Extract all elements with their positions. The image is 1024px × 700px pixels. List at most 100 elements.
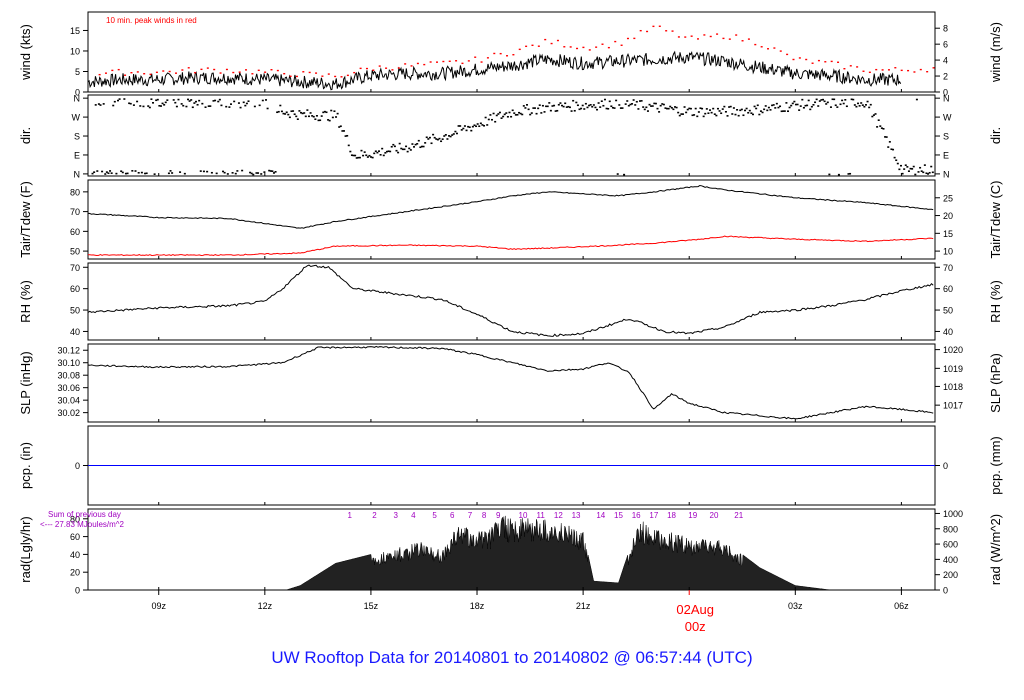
dir-point: [376, 151, 379, 154]
dir-point: [449, 135, 452, 138]
dir-point: [626, 100, 629, 102]
dir-point: [801, 98, 804, 101]
wind-peak-point: [779, 50, 782, 52]
wind-peak-point: [455, 60, 458, 62]
dir-point: [159, 105, 162, 107]
temp-right-tick-label: 25: [943, 193, 953, 203]
ylabel-right-temperature: Tair/Tdew (C): [988, 180, 1003, 258]
dir-point: [583, 108, 586, 110]
wind-peak-point: [626, 37, 629, 40]
dir-point: [511, 109, 514, 112]
dir-point: [890, 148, 893, 151]
wind-peak-point: [340, 76, 343, 78]
dir-point: [533, 107, 536, 109]
dir-point: [317, 119, 320, 122]
dir-point: [116, 99, 119, 102]
ylabel-right-rh: RH (%): [988, 280, 1003, 323]
x-tick-label: 03z: [788, 601, 803, 611]
dir-point: [755, 107, 758, 110]
dir-point: [454, 130, 457, 133]
dir-point: [879, 125, 882, 127]
dir-point: [113, 100, 116, 103]
dir-point: [333, 110, 336, 113]
wind-peak-point: [614, 40, 617, 43]
wind-peak-point: [607, 46, 610, 49]
dir-point: [346, 134, 349, 137]
dir-point: [101, 170, 104, 173]
dir-point: [381, 147, 384, 150]
dir-point: [664, 107, 667, 109]
wind-peak-point: [677, 36, 680, 38]
dir-point: [756, 104, 759, 107]
wind-left-tick-label: 15: [70, 26, 80, 36]
wind-peak-point: [633, 37, 636, 40]
dir-point: [853, 104, 856, 106]
rh-right-tick-label: 70: [943, 263, 953, 273]
dir-point: [777, 106, 780, 109]
dir-point: [834, 104, 837, 107]
wind-peak-point: [913, 71, 916, 73]
dir-right-tick-label: S: [943, 132, 949, 142]
rad-hour-marker: 4: [411, 511, 416, 520]
wind-peak-point: [805, 58, 808, 61]
dir-point: [470, 129, 473, 132]
dir-point: [250, 172, 253, 175]
wind-peak-point: [461, 62, 464, 65]
dir-point: [97, 103, 100, 105]
dir-point: [422, 145, 425, 148]
dir-point: [322, 111, 325, 114]
dir-point: [693, 114, 696, 116]
dir-point: [646, 110, 649, 112]
dir-point: [102, 103, 105, 105]
wind-peak-point: [646, 30, 649, 33]
dir-point: [611, 106, 614, 109]
dir-point: [260, 173, 263, 175]
dir-point: [513, 112, 516, 114]
wind-peak-point: [232, 71, 235, 74]
dir-point: [729, 105, 732, 108]
dir-point: [561, 104, 564, 107]
rad-area: [285, 515, 831, 591]
dir-point: [167, 172, 170, 175]
dir-point: [758, 113, 761, 116]
wind-peak-point: [181, 69, 184, 71]
wind-peak-point: [187, 67, 190, 69]
dir-point: [158, 104, 161, 107]
wind-peak-point: [289, 75, 292, 77]
dir-point: [672, 108, 675, 111]
dir-point: [323, 110, 326, 113]
dir-point: [597, 102, 600, 104]
dir-point: [112, 104, 115, 107]
dir-point: [931, 171, 934, 174]
wind-peak-point: [98, 73, 101, 76]
dir-point: [798, 109, 801, 111]
dir-point: [869, 103, 872, 106]
dir-right-tick-label: W: [943, 113, 952, 123]
dir-point: [572, 99, 575, 102]
dir-point: [255, 172, 258, 174]
dir-point: [793, 100, 796, 103]
wind-peak-point: [346, 74, 349, 77]
dir-point: [847, 173, 850, 175]
dir-point: [320, 115, 323, 117]
dir-point: [309, 112, 312, 114]
wind-peak-point: [359, 67, 362, 70]
wind-right-tick-label: 6: [943, 40, 948, 50]
wind-peak-point: [556, 39, 559, 42]
dir-point: [306, 109, 309, 111]
dir-point: [405, 145, 408, 148]
dir-point: [338, 126, 341, 128]
wind-peak-point: [919, 68, 922, 71]
dir-point: [349, 150, 352, 153]
rad-hour-marker: 1: [347, 511, 352, 520]
wind-peak-point: [709, 35, 712, 38]
dir-point: [465, 129, 468, 132]
dir-point: [390, 145, 393, 148]
dir-point: [535, 112, 538, 115]
ylabel-left-pcp: pcp. (in): [18, 442, 33, 489]
dir-point: [233, 100, 236, 103]
wind-peak-point: [531, 44, 534, 47]
dir-point: [893, 156, 896, 159]
dir-point: [476, 123, 479, 125]
